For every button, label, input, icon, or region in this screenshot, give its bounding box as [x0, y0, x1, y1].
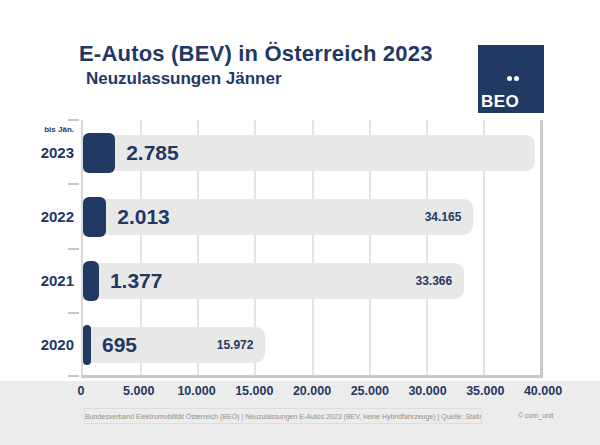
january-bar — [83, 197, 106, 237]
category-label: 2020 — [0, 335, 74, 355]
x-tick-label: 10.000 — [177, 384, 215, 398]
axis-tick — [68, 183, 79, 185]
logo-dots-icon — [507, 76, 523, 81]
chart-subtitle: Neuzulassungen Jänner — [86, 69, 282, 89]
slide: E-Autos (BEV) in Österreich 2023 Neuzula… — [0, 0, 600, 445]
january-value-label: 695 — [102, 325, 137, 365]
category-label: 2022 — [0, 207, 74, 227]
category-label: 2023 — [0, 143, 74, 163]
copyright-note: © com_unit — [518, 412, 554, 419]
january-bar — [83, 261, 99, 301]
bar-row: 34.165 2.013 — [83, 197, 540, 237]
axis-tick — [68, 375, 79, 377]
value-axis: 0 5.000 10.000 15.000 20.000 25.000 30.000 35.0… — [81, 384, 543, 400]
x-tick-label: 0 — [78, 384, 85, 398]
bar-row: 2.785 — [83, 133, 540, 173]
x-tick-label: 40.000 — [524, 384, 562, 398]
total-value-label: 33.366 — [416, 263, 453, 299]
axis-tick — [68, 312, 79, 314]
plot-area: 2.785 34.165 2.013 33.366 1.377 15.972 695 — [81, 120, 543, 378]
january-bar — [83, 133, 115, 173]
total-value-label: 34.165 — [425, 199, 462, 235]
january-value-label: 2.013 — [117, 197, 170, 237]
logo-text: BEO — [481, 92, 519, 112]
category-label: 2021 — [0, 271, 74, 291]
axis-tick — [68, 248, 79, 250]
category-note: bis Jän. — [0, 125, 74, 135]
chart-title: E-Autos (BEV) in Österreich 2023 — [79, 41, 433, 67]
x-tick-label: 25.000 — [351, 384, 389, 398]
x-tick-label: 5.000 — [123, 384, 154, 398]
x-tick-label: 30.000 — [408, 384, 446, 398]
axis-tick — [68, 119, 79, 121]
bar-row: 15.972 695 — [83, 325, 540, 365]
source-note: Bundesverband Elektromobilität Österreic… — [84, 408, 482, 424]
x-tick-label: 15.000 — [235, 384, 273, 398]
x-tick-label: 35.000 — [466, 384, 504, 398]
bar-row: 33.366 1.377 — [83, 261, 540, 301]
total-value-label: 15.972 — [217, 327, 254, 363]
january-bar — [83, 325, 91, 365]
x-tick-label: 20.000 — [293, 384, 331, 398]
beo-logo: BEO — [478, 45, 544, 113]
january-value-label: 1.377 — [110, 261, 163, 301]
january-value-label: 2.785 — [126, 133, 179, 173]
